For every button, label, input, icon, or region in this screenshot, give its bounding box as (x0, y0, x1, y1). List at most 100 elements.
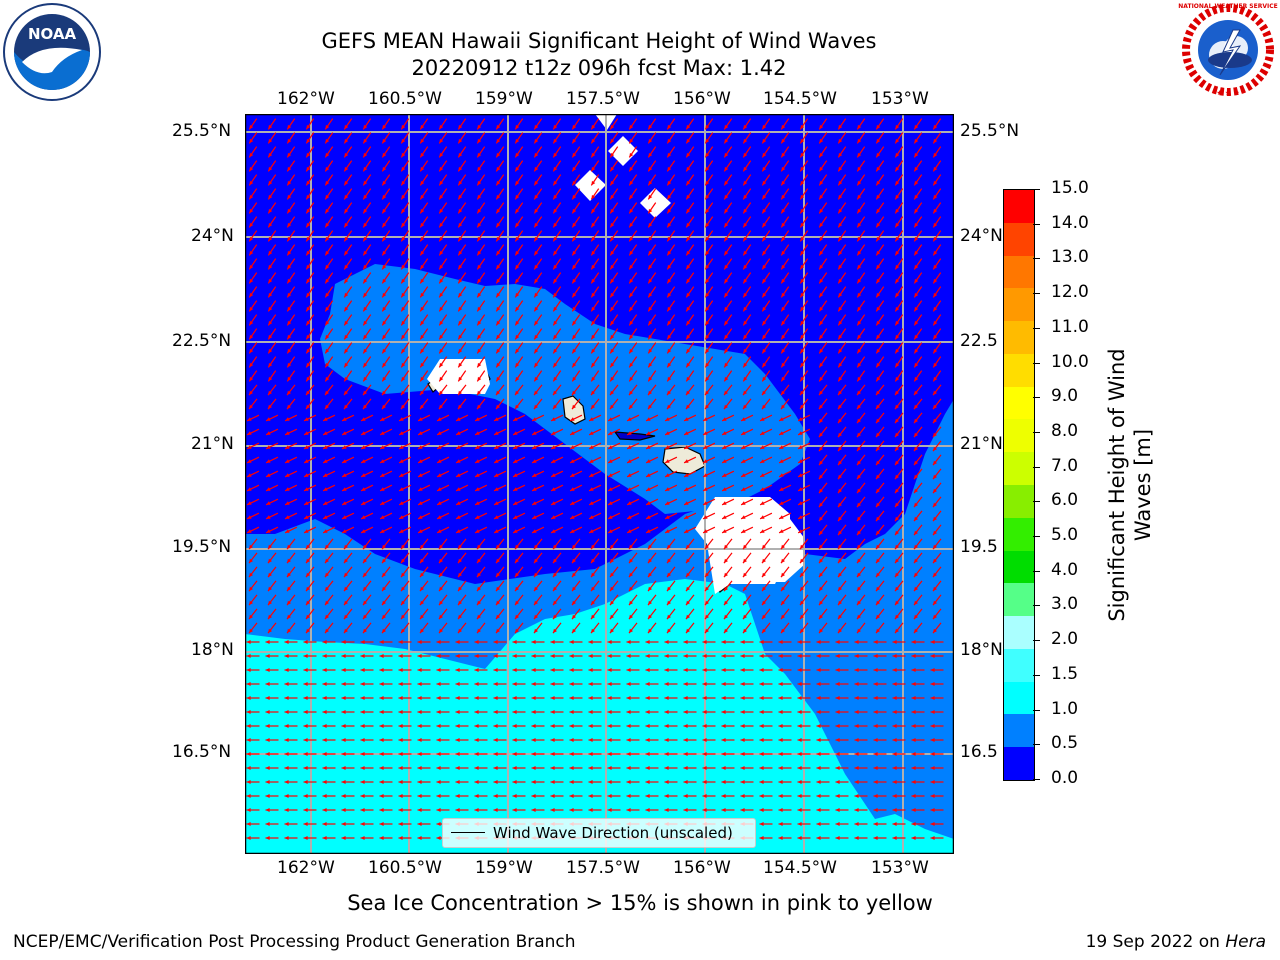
wind-wave-arrowhead (648, 306, 653, 312)
wind-wave-arrowhead (246, 696, 251, 700)
wind-wave-arrowhead (322, 696, 327, 700)
wind-wave-arrowhead (743, 152, 748, 158)
wind-wave-arrowhead (838, 418, 842, 424)
wind-wave-arrowhead (344, 166, 349, 172)
wind-wave-arrowhead (246, 710, 251, 714)
wind-wave-arrowhead (665, 459, 670, 463)
wind-wave-arrowhead (838, 278, 843, 284)
wind-wave-arrowhead (800, 166, 805, 172)
wind-wave-arrowhead (648, 292, 653, 298)
wind-wave-arrowhead (382, 292, 387, 298)
wind-wave-arrowhead (553, 306, 558, 312)
wind-wave-arrowhead (284, 738, 289, 742)
colorbar-cell (1004, 484, 1034, 518)
wind-wave-arrowhead (895, 166, 900, 172)
wind-wave-arrowhead (857, 572, 861, 578)
wind-wave-arrowhead (665, 445, 670, 449)
wind-wave-arrowhead (684, 501, 689, 505)
wind-wave-arrowhead (420, 586, 424, 592)
wind-wave-arrowhead (835, 794, 840, 798)
wind-wave-arrowhead (303, 836, 308, 840)
wind-wave-arrowhead (933, 152, 938, 158)
wind-wave-arrowhead (553, 544, 557, 550)
wind-wave-arrowhead (439, 152, 444, 158)
wind-wave-arrowhead (553, 152, 558, 158)
wind-wave-arrowhead (876, 166, 881, 172)
wind-wave-arrowhead (325, 558, 329, 564)
wind-wave-arrowhead (360, 682, 365, 686)
wind-wave-arrowhead (360, 640, 365, 644)
wind-wave-arrowhead (268, 628, 272, 634)
wind-wave-arrowhead (342, 473, 347, 477)
wind-wave-arrowhead (895, 180, 900, 186)
wind-wave-arrowhead (664, 640, 669, 644)
wind-wave-arrowhead (933, 208, 938, 214)
wind-wave-arrowhead (325, 306, 330, 312)
wind-wave-arrowhead (724, 180, 729, 186)
wind-wave-arrowhead (779, 473, 784, 477)
wind-wave-arrowhead (646, 417, 651, 421)
wind-wave-arrowhead (550, 682, 555, 686)
wind-wave-arrowhead (249, 250, 254, 256)
wind-wave-arrowhead (439, 194, 444, 200)
wind-wave-arrowhead (589, 473, 594, 477)
wind-wave-arrowhead (591, 306, 596, 312)
wind-wave-arrowhead (380, 515, 385, 519)
colorbar-cell (1004, 386, 1034, 420)
wind-wave-arrowhead (306, 166, 311, 172)
wind-wave-arrowhead (572, 180, 577, 186)
wind-wave-arrowhead (418, 515, 423, 519)
wind-wave-arrowhead (458, 222, 463, 228)
wind-wave-arrowhead (762, 628, 766, 634)
wind-wave-arrowhead (342, 501, 347, 505)
wind-wave-arrowhead (475, 515, 480, 519)
wind-wave-arrowhead (458, 614, 462, 620)
wind-wave-arrowhead (477, 152, 482, 158)
wind-wave-arrowhead (477, 194, 482, 200)
wind-wave-arrowhead (436, 808, 441, 812)
wind-wave-arrowhead (854, 738, 859, 742)
wind-wave-arrowhead (686, 558, 690, 564)
colorbar-tick-label: 0.0 (1051, 768, 1079, 788)
wind-wave-arrowhead (724, 152, 729, 158)
wind-wave-arrowhead (819, 320, 824, 326)
wind-wave-arrowhead (816, 808, 821, 812)
wind-wave-arrowhead (551, 417, 556, 421)
wind-wave-arrowhead (284, 696, 289, 700)
wind-wave-arrowhead (819, 432, 823, 438)
wind-wave-arrowhead (876, 502, 880, 508)
wind-wave-arrowhead (721, 766, 726, 770)
wind-wave-arrowhead (344, 180, 349, 186)
wind-wave-arrowhead (266, 501, 271, 505)
wind-wave-arrowhead (306, 236, 311, 242)
wind-wave-arrowhead (778, 836, 783, 840)
wind-wave-arrowhead (591, 334, 596, 340)
wind-wave-arrowhead (797, 836, 802, 840)
wind-wave-arrowhead (686, 208, 691, 214)
wind-wave-arrowhead (740, 766, 745, 770)
wind-wave-arrowhead (515, 292, 520, 298)
wind-wave-arrowhead (474, 780, 479, 784)
wind-wave-arrowhead (797, 710, 802, 714)
wind-wave-arrowhead (477, 348, 482, 354)
wind-wave-arrowhead (646, 501, 651, 505)
wind-wave-arrowhead (743, 124, 748, 130)
wind-wave-arrowhead (930, 738, 935, 742)
wind-wave-arrowhead (721, 752, 726, 756)
wind-wave-arrowhead (911, 682, 916, 686)
wind-wave-arrowhead (591, 376, 596, 382)
colorbar-tick-label: 0.5 (1051, 733, 1079, 754)
wind-wave-arrowhead (816, 696, 821, 700)
wind-wave-arrowhead (401, 264, 406, 270)
wind-wave-arrowhead (664, 710, 669, 714)
wind-wave-arrowhead (477, 586, 481, 592)
wind-wave-arrowhead (762, 404, 766, 410)
wind-wave-arrowhead (857, 432, 861, 438)
wind-wave-arrowhead (249, 544, 253, 550)
wind-wave-arrowhead (629, 558, 633, 564)
wind-wave-arrowhead (436, 710, 441, 714)
wind-wave-arrowhead (705, 390, 709, 396)
wind-wave-arrowhead (686, 306, 691, 312)
wind-wave-arrowhead (933, 278, 938, 284)
wind-wave-arrowhead (515, 152, 520, 158)
